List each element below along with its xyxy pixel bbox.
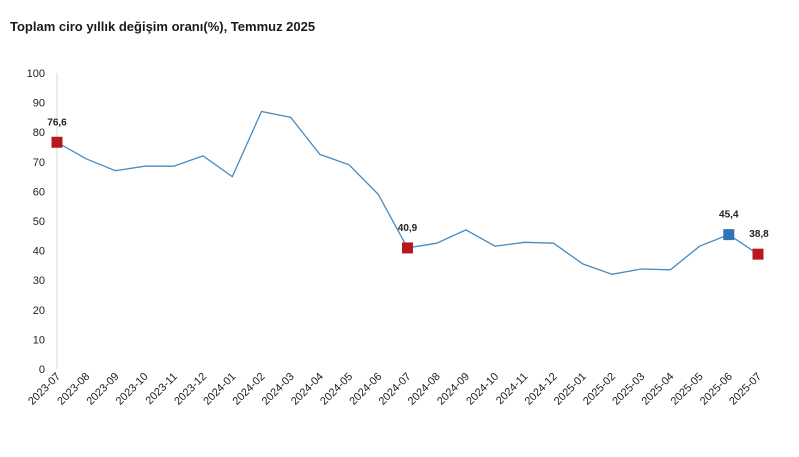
data-label-2025-06: 45,4 bbox=[719, 210, 739, 221]
highlight-marker-2025-06 bbox=[723, 229, 735, 241]
y-tick-label: 100 bbox=[27, 68, 45, 80]
y-tick-label: 60 bbox=[33, 186, 45, 198]
highlight-marker-2025-07 bbox=[752, 248, 764, 260]
x-tick-label: 2023-10 bbox=[114, 371, 151, 408]
y-tick-label: 30 bbox=[33, 275, 45, 287]
x-axis-ticks: 2023-072023-082023-092023-102023-112023-… bbox=[26, 371, 764, 408]
highlight-markers: 76,6 40,9 45,4 38,8 bbox=[47, 117, 769, 260]
highlight-marker-2023-07 bbox=[51, 136, 63, 148]
y-tick-label: 10 bbox=[33, 334, 45, 346]
y-tick-label: 0 bbox=[39, 364, 45, 376]
y-tick-label: 80 bbox=[33, 127, 45, 139]
data-label-2024-07: 40,9 bbox=[398, 223, 418, 234]
data-label-2023-07: 76,6 bbox=[47, 117, 67, 128]
data-label-2025-07: 38,8 bbox=[749, 229, 769, 240]
x-tick-label: 2025-07 bbox=[727, 371, 764, 408]
y-tick-label: 40 bbox=[33, 246, 45, 258]
y-tick-label: 90 bbox=[33, 98, 45, 110]
x-tick-label: 2024-10 bbox=[464, 371, 501, 408]
y-tick-label: 50 bbox=[33, 216, 45, 228]
y-tick-label: 20 bbox=[33, 305, 45, 317]
chart-title: Toplam ciro yıllık değişim oranı(%), Tem… bbox=[10, 19, 316, 34]
highlight-marker-2024-07 bbox=[402, 242, 413, 254]
y-axis-ticks: 0 10 20 30 40 50 60 70 80 90 100 bbox=[27, 68, 45, 376]
y-tick-label: 70 bbox=[33, 157, 45, 169]
